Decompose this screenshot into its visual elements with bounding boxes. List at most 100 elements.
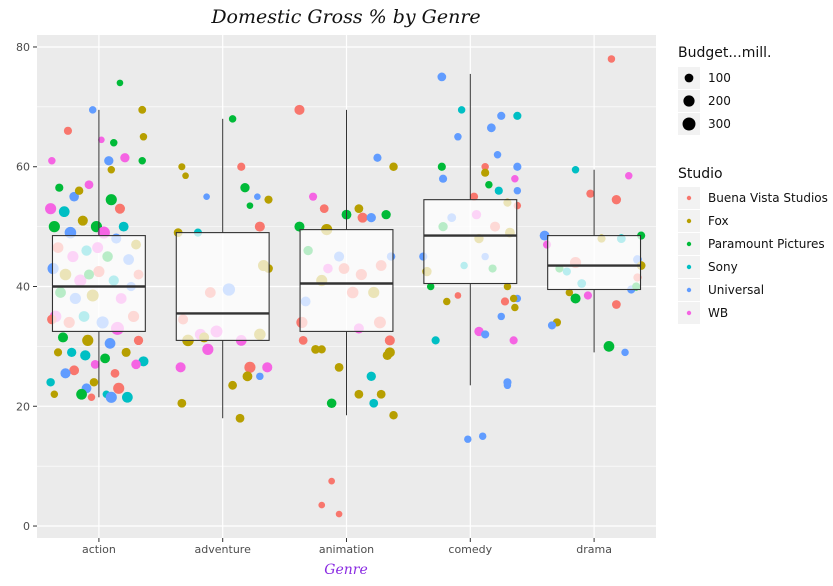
data-point: [509, 336, 518, 345]
data-point: [426, 282, 435, 291]
data-point: [547, 321, 557, 330]
data-point: [58, 206, 70, 218]
data-point: [48, 221, 60, 233]
data-point: [354, 204, 364, 214]
data-point: [264, 195, 273, 204]
box-animation: [299, 109, 394, 416]
legend-color-key: [686, 264, 692, 270]
data-point: [389, 411, 398, 420]
data-point: [481, 330, 490, 339]
boxes-layer: [51, 73, 642, 419]
y-tick-label: 80: [16, 41, 30, 54]
legend-size-label: 300: [708, 117, 731, 131]
data-point: [116, 79, 124, 87]
legend-studio-label: Paramount Pictures: [708, 237, 825, 251]
data-point: [256, 372, 264, 381]
data-point: [175, 362, 186, 373]
legend-studio: Studio Buena Vista Studios Fox Paramount P…: [678, 166, 828, 324]
data-point: [133, 335, 144, 346]
legend-studio-label: Universal: [708, 283, 764, 297]
data-point: [503, 381, 512, 390]
data-point: [113, 382, 125, 394]
data-point: [384, 335, 395, 346]
box-iqr: [547, 235, 642, 291]
box-iqr: [51, 235, 146, 332]
data-point: [298, 336, 308, 345]
data-point: [481, 163, 489, 171]
x-tick-label: adventure: [195, 543, 252, 556]
data-point: [104, 338, 116, 349]
data-point: [80, 350, 91, 361]
legend-size-key: [684, 73, 694, 83]
data-point: [611, 300, 621, 309]
data-point: [369, 398, 379, 408]
data-point: [481, 168, 490, 177]
data-point: [334, 362, 344, 372]
data-point: [607, 55, 616, 63]
data-point: [55, 183, 64, 192]
data-point: [138, 356, 149, 367]
y-tick-label: 0: [23, 520, 30, 533]
data-point: [90, 359, 100, 369]
data-point: [105, 194, 117, 206]
data-point: [98, 136, 105, 144]
legend-color-key: [686, 310, 692, 316]
data-point: [503, 282, 512, 291]
data-point: [457, 106, 466, 114]
data-point: [228, 380, 237, 390]
x-tick-label: comedy: [448, 543, 492, 556]
data-point: [178, 163, 186, 171]
data-point: [317, 345, 326, 354]
data-point: [621, 348, 629, 357]
box-iqr: [299, 229, 394, 332]
data-point: [45, 203, 57, 215]
data-point: [48, 157, 56, 165]
data-point: [326, 398, 337, 409]
data-point: [443, 297, 451, 306]
data-point: [53, 348, 63, 357]
y-tick-label: 40: [16, 281, 30, 294]
data-point: [486, 123, 496, 133]
data-point: [366, 212, 376, 223]
data-point: [76, 388, 87, 400]
data-point: [357, 212, 368, 223]
data-point: [242, 371, 253, 382]
data-point: [571, 165, 580, 174]
box-comedy: [423, 73, 518, 386]
data-point: [625, 171, 633, 180]
data-point: [60, 368, 71, 379]
legend-budget: Budget...mill. 100 200 300: [678, 45, 771, 135]
data-point: [493, 151, 502, 159]
data-point: [376, 389, 386, 399]
data-point: [104, 156, 114, 166]
data-point: [478, 432, 487, 440]
data-point: [570, 293, 581, 304]
data-point: [586, 189, 595, 198]
y-tick-label: 20: [16, 400, 30, 413]
data-point: [69, 191, 79, 202]
data-point: [84, 180, 94, 190]
data-point: [254, 193, 261, 201]
data-point: [494, 186, 503, 195]
data-point: [107, 165, 116, 174]
data-point: [311, 344, 320, 354]
data-point: [511, 174, 519, 183]
data-point: [120, 153, 130, 163]
data-point: [82, 334, 94, 346]
data-point: [381, 209, 391, 220]
data-point: [138, 105, 147, 114]
data-point: [497, 111, 506, 120]
data-point: [382, 350, 393, 361]
box-action: [51, 109, 146, 398]
data-point: [565, 288, 574, 297]
data-point: [46, 378, 55, 387]
data-point: [69, 365, 80, 376]
data-point: [262, 362, 273, 373]
data-point: [318, 501, 326, 509]
legend-studio-title: Studio: [678, 166, 723, 182]
data-point: [431, 336, 440, 345]
data-point: [202, 343, 214, 355]
data-point: [603, 341, 615, 352]
data-point: [583, 291, 592, 300]
